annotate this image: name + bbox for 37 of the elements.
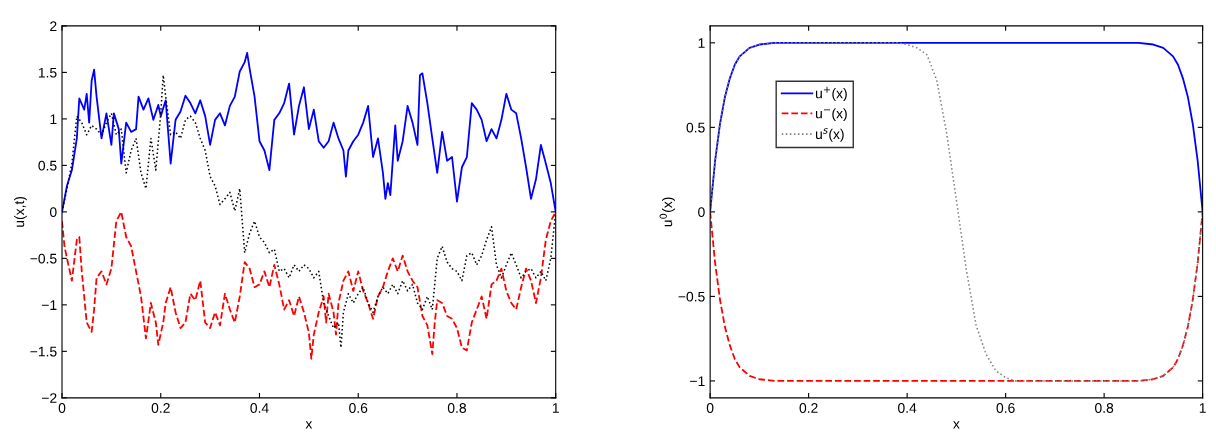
line-series: [62, 51, 556, 213]
y-axis-title: u(x,t): [14, 196, 27, 227]
x-tick-label: 0: [58, 403, 66, 413]
x-tick-label: 0.8: [447, 403, 467, 413]
x-axis-title: x: [953, 421, 960, 429]
y-tick-label: −0.5: [678, 291, 705, 302]
x-tick-label: 1: [552, 403, 559, 413]
y-tick-label: 0.5: [686, 122, 705, 133]
y-tick-label: −0.5: [30, 253, 57, 264]
x-tick-label: 0.6: [349, 403, 368, 413]
x-tick-label: 0.8: [1095, 403, 1114, 413]
line-series: [710, 42, 1203, 382]
y-tick-label: 1.5: [38, 67, 57, 78]
y-tick-label: −1: [42, 300, 57, 310]
y-tick-label: 0: [698, 207, 705, 218]
legend-label: u$^{+}$(x): [815, 86, 847, 102]
y-tick-label: 0.5: [38, 160, 57, 171]
x-tick-label: 1: [1199, 403, 1206, 413]
line-series: [62, 210, 556, 360]
legend-label: u$^{s}$(x): [815, 128, 844, 142]
y-tick-label: −2: [42, 393, 57, 403]
y-axis-title: u$^{0}$(x): [659, 197, 675, 227]
x-axis-title: x: [305, 421, 313, 429]
line-series: [710, 41, 1203, 213]
x-tick-label: 0.4: [898, 403, 917, 413]
y-tick-label: 2: [50, 21, 57, 31]
x-tick-label: 0.4: [250, 403, 269, 413]
y-tick-label: 0: [49, 207, 57, 218]
x-tick-label: 0.6: [996, 403, 1015, 413]
x-tick-label: 0: [706, 403, 714, 413]
y-tick-label: 1: [50, 114, 57, 124]
x-tick-label: 0.2: [799, 403, 818, 413]
y-tick-label: 1: [698, 38, 705, 48]
y-tick-label: −1.5: [30, 346, 57, 357]
legend-label: u$^{−}$(x): [815, 108, 847, 122]
y-tick-label: −1: [690, 376, 705, 386]
x-tick-label: 0.2: [151, 403, 170, 413]
